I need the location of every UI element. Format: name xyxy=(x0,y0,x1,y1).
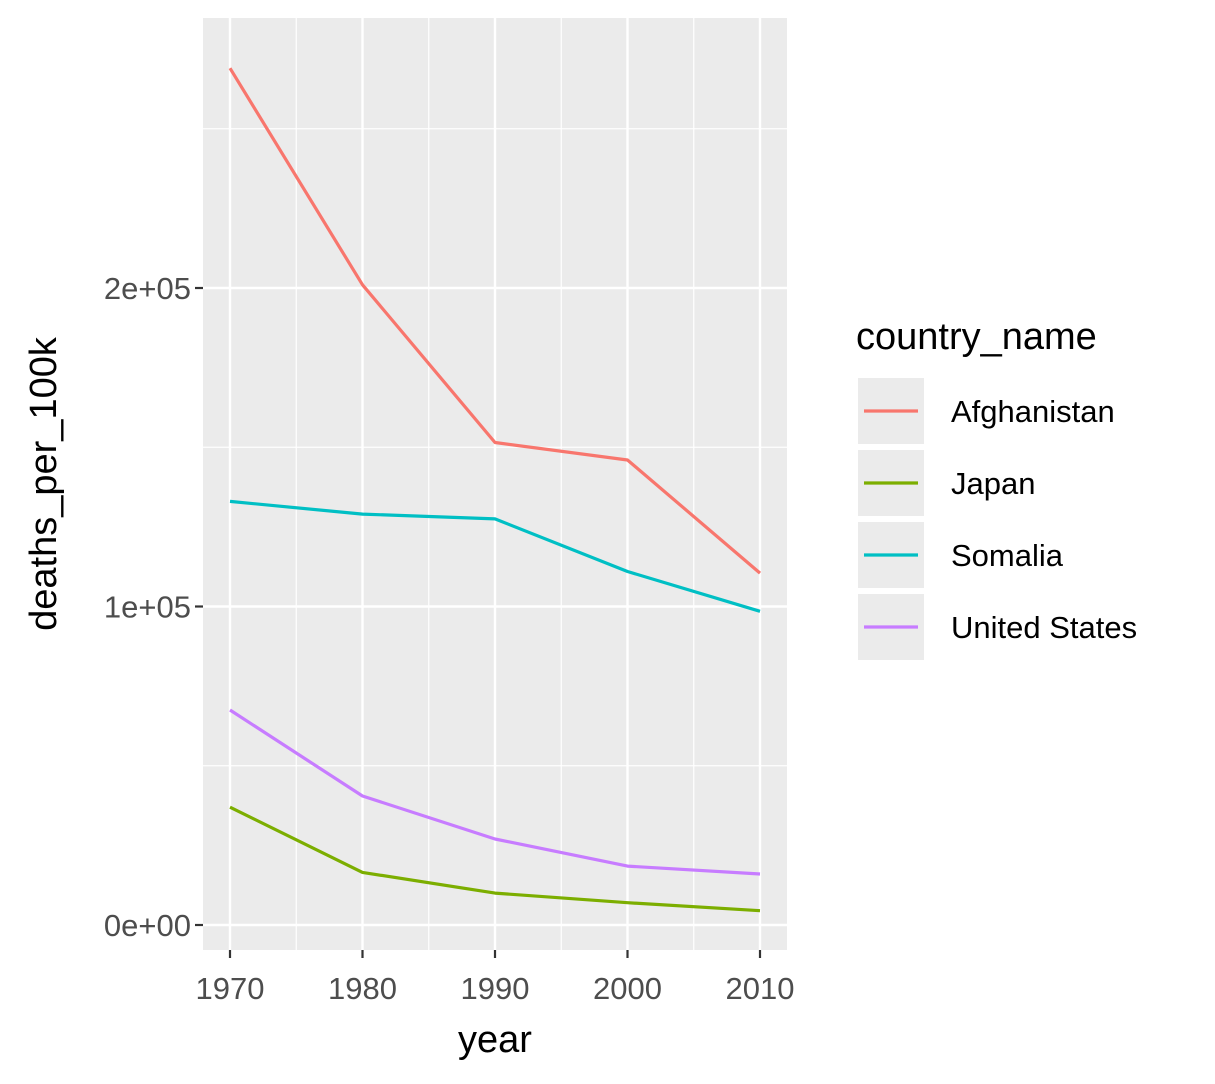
series-lines xyxy=(228,67,762,913)
grid-major xyxy=(203,18,787,950)
x-tick-label: 1980 xyxy=(328,971,397,1006)
legend-label-afghanistan: Afghanistan xyxy=(951,394,1115,429)
legend: country_name Afghanistan Japan Somalia Unit… xyxy=(856,316,1137,662)
series-line-united-states xyxy=(229,708,761,876)
series-line-afghanistan xyxy=(228,67,762,575)
y-axis: 0e+00 1e+05 2e+05 xyxy=(104,271,203,943)
legend-label-somalia: Somalia xyxy=(951,538,1064,573)
x-tick-label: 2000 xyxy=(593,971,662,1006)
y-tick-label: 2e+05 xyxy=(104,271,191,306)
legend-label-japan: Japan xyxy=(951,466,1035,501)
x-axis-title: year xyxy=(458,1019,532,1061)
y-axis-title: deaths_per_100k xyxy=(23,336,65,631)
series-line-japan xyxy=(229,805,761,913)
x-tick-label: 1970 xyxy=(196,971,265,1006)
y-tick-label: 1e+05 xyxy=(104,590,191,625)
legend-label-united-states: United States xyxy=(951,610,1137,645)
x-tick-label: 2010 xyxy=(726,971,795,1006)
x-axis: 1970 1980 1990 2000 2010 xyxy=(196,950,795,1006)
series-line-somalia xyxy=(229,499,761,613)
legend-title: country_name xyxy=(856,316,1097,358)
x-tick-label: 1990 xyxy=(461,971,530,1006)
y-tick-label: 0e+00 xyxy=(104,908,191,943)
